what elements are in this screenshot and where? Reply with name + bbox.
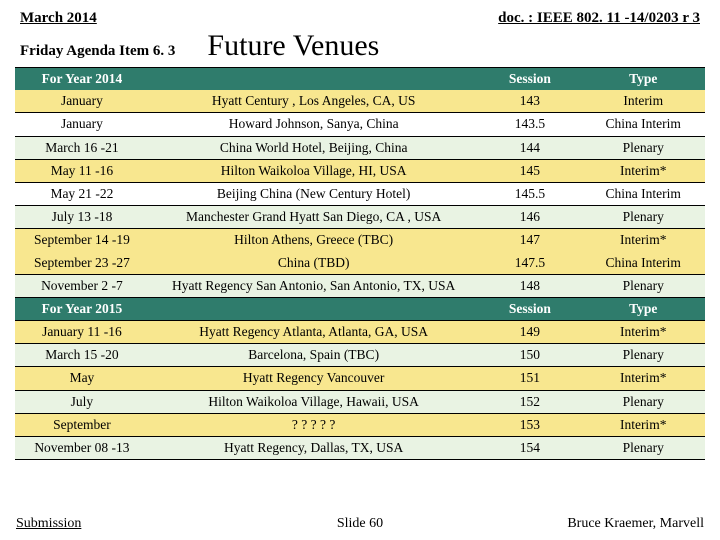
table-cell: November 2 -7 [15,274,149,297]
table-cell: September 14 -19 [15,229,149,252]
slide-title: Future Venues [187,29,379,63]
table-cell: 147 [478,229,581,252]
table-cell: Beijing China (New Century Hotel) [149,182,479,205]
footer-center: Slide 60 [337,516,383,532]
table-cell: China Interim [581,252,705,275]
table-cell: 153 [478,413,581,436]
table-row: September 14 -19Hilton Athens, Greece (T… [15,229,705,252]
table-cell: Plenary [581,136,705,159]
table-cell: 152 [478,390,581,413]
table-cell: Hilton Athens, Greece (TBC) [149,229,479,252]
table-row: November 08 -13Hyatt Regency, Dallas, TX… [15,437,705,460]
table-row: March 16 -21China World Hotel, Beijing, … [15,136,705,159]
table-cell: 148 [478,274,581,297]
table-cell [149,297,479,320]
table-cell: Interim* [581,367,705,390]
table-row: JulyHilton Waikoloa Village, Hawaii, USA… [15,390,705,413]
table-cell: For Year 2015 [15,297,149,320]
table-row: MayHyatt Regency Vancouver151Interim* [15,367,705,390]
agenda-row: Friday Agenda Item 6. 3 Future Venues [20,29,700,63]
table-cell: 154 [478,437,581,460]
table-cell: March 16 -21 [15,136,149,159]
table-cell: 143 [478,90,581,113]
table-cell: China World Hotel, Beijing, China [149,136,479,159]
table-cell: Type [581,297,705,320]
table-cell: Plenary [581,344,705,367]
table-row: May 21 -22Beijing China (New Century Hot… [15,182,705,205]
table-cell: September [15,413,149,436]
table-cell: For Year 2014 [15,68,149,91]
table-cell: 150 [478,344,581,367]
table-cell: January [15,113,149,136]
table-cell: Hilton Waikoloa Village, Hawaii, USA [149,390,479,413]
table-cell: Plenary [581,274,705,297]
table-cell: ? ? ? ? ? [149,413,479,436]
table-cell: 147.5 [478,252,581,275]
table-row: May 11 -16Hilton Waikoloa Village, HI, U… [15,159,705,182]
table-row: September? ? ? ? ?153Interim* [15,413,705,436]
table-cell: March 15 -20 [15,344,149,367]
table-cell: July 13 -18 [15,206,149,229]
table-cell: November 08 -13 [15,437,149,460]
slide-header: March 2014 doc. : IEEE 802. 11 -14/0203 … [0,0,720,67]
table-cell: July [15,390,149,413]
table-cell: Plenary [581,206,705,229]
table-cell: Interim* [581,229,705,252]
table-cell: Hyatt Regency, Dallas, TX, USA [149,437,479,460]
table-cell: Interim [581,90,705,113]
table-cell: Hyatt Century , Los Angeles, CA, US [149,90,479,113]
table-cell: 146 [478,206,581,229]
table-row: JanuaryHoward Johnson, Sanya, China143.5… [15,113,705,136]
table-row: September 23 -27China (TBD)147.5China In… [15,252,705,275]
slide-footer: Submission Slide 60 Bruce Kraemer, Marve… [0,516,720,532]
table-cell: May 11 -16 [15,159,149,182]
table-cell: China Interim [581,182,705,205]
table-cell: Session [478,68,581,91]
footer-right: Bruce Kraemer, Marvell [567,516,704,532]
table-cell: January [15,90,149,113]
table-cell: China Interim [581,113,705,136]
table-cell: Manchester Grand Hyatt San Diego, CA , U… [149,206,479,229]
table-cell: Plenary [581,390,705,413]
table-cell: 143.5 [478,113,581,136]
table-header-row: For Year 2015 SessionType [15,297,705,320]
table-cell: 145 [478,159,581,182]
venues-table: For Year 2014SessionTypeJanuaryHyatt Cen… [15,67,705,460]
table-cell: September 23 -27 [15,252,149,275]
table-row: November 2 -7Hyatt Regency San Antonio, … [15,274,705,297]
table-row: July 13 -18Manchester Grand Hyatt San Di… [15,206,705,229]
table-cell: May [15,367,149,390]
table-row: March 15 -20Barcelona, Spain (TBC)150Ple… [15,344,705,367]
table-cell: Hyatt Regency San Antonio, San Antonio, … [149,274,479,297]
table-cell [149,68,479,91]
table-cell: Hyatt Regency Atlanta, Atlanta, GA, USA [149,321,479,344]
table-cell: Hilton Waikoloa Village, HI, USA [149,159,479,182]
table-cell: January 11 -16 [15,321,149,344]
doc-label: doc. : IEEE 802. 11 -14/0203 r 3 [498,10,700,27]
table-row: January 11 -16Hyatt Regency Atlanta, Atl… [15,321,705,344]
table-header-row: For Year 2014 SessionType [15,68,705,91]
table-cell: Type [581,68,705,91]
table-cell: Plenary [581,437,705,460]
table-cell: Session [478,297,581,320]
table-cell: May 21 -22 [15,182,149,205]
date-label: March 2014 [20,10,97,27]
table-cell: 144 [478,136,581,159]
table-cell: Interim* [581,413,705,436]
table-cell: China (TBD) [149,252,479,275]
table-cell: 145.5 [478,182,581,205]
table-cell: Interim* [581,321,705,344]
table-cell: Interim* [581,159,705,182]
table-cell: Howard Johnson, Sanya, China [149,113,479,136]
table-cell: Hyatt Regency Vancouver [149,367,479,390]
agenda-label: Friday Agenda Item 6. 3 [20,43,175,60]
table-row: JanuaryHyatt Century , Los Angeles, CA, … [15,90,705,113]
header-top-row: March 2014 doc. : IEEE 802. 11 -14/0203 … [20,10,700,27]
table-cell: Barcelona, Spain (TBC) [149,344,479,367]
table-cell: 151 [478,367,581,390]
footer-left: Submission [16,516,81,532]
table-cell: 149 [478,321,581,344]
